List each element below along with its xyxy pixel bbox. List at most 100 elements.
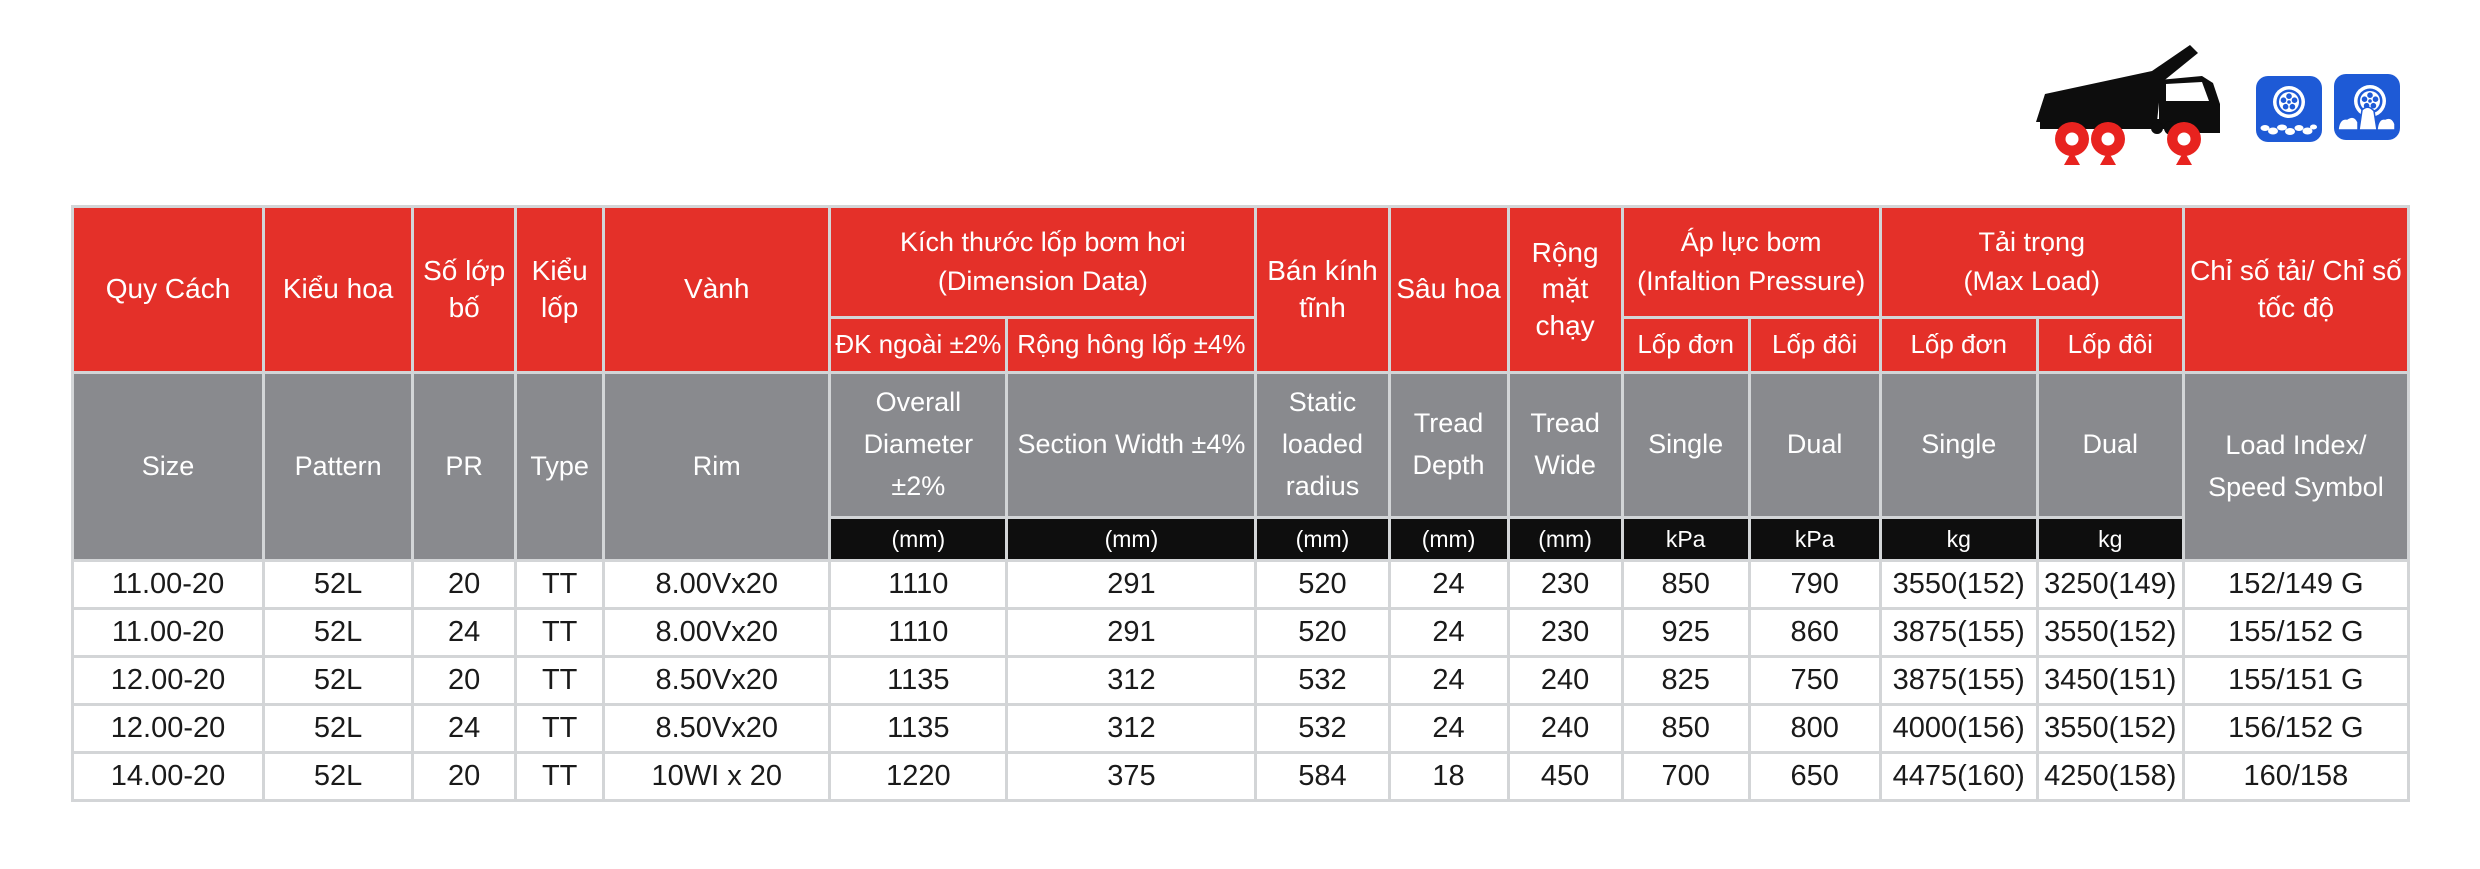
col-header-pr-en: PR — [414, 374, 515, 559]
table-row: 12.00-20 52L 24 TT 8.50Vx20 1135 312 532… — [74, 706, 2407, 751]
cell-pattern: 52L — [265, 706, 412, 751]
group-header-pressure: Áp lực bơm (Infaltion Pressure) — [1623, 208, 1879, 316]
cell-od: 1220 — [831, 754, 1006, 799]
header-row-en: Size Pattern PR Type Rim Overall Diamete… — [74, 374, 2407, 559]
col-header-section-width-vi: Rộng hông lốp ±4% — [1008, 319, 1255, 371]
cell-size: 14.00-20 — [74, 754, 263, 799]
col-header-pressure-dual-vi: Lốp đôi — [1750, 319, 1879, 371]
cell-pd: 800 — [1750, 706, 1879, 751]
col-header-rim-vi: Vành — [605, 208, 829, 371]
cell-od: 1135 — [831, 706, 1006, 751]
cell-sr: 584 — [1257, 754, 1388, 799]
cell-ps: 700 — [1623, 754, 1748, 799]
cell-sw: 312 — [1008, 658, 1255, 703]
unit-sr-mm: (mm) — [1257, 519, 1388, 559]
cell-li: 160/158 — [2184, 754, 2407, 799]
unit-sw-mm: (mm) — [1008, 519, 1255, 559]
cell-ls: 3875(155) — [1881, 658, 2036, 703]
cell-td: 24 — [1390, 706, 1507, 751]
col-header-type-en: Type — [517, 374, 603, 559]
cell-li: 155/152 G — [2184, 610, 2407, 655]
col-header-overall-diameter-en: Overall Diameter ±2% — [831, 374, 1006, 516]
cell-pr: 24 — [414, 706, 515, 751]
cell-rim: 8.00Vx20 — [605, 610, 829, 655]
col-header-pressure-dual-en: Dual — [1750, 374, 1879, 516]
cell-sr: 520 — [1257, 610, 1388, 655]
cell-td: 18 — [1390, 754, 1507, 799]
group-header-load-en: (Max Load) — [1963, 266, 2101, 296]
cell-type: TT — [517, 658, 603, 703]
cell-td: 24 — [1390, 562, 1507, 607]
table-row: 11.00-20 52L 24 TT 8.00Vx20 1110 291 520… — [74, 610, 2407, 655]
tire-spec-table: Quy Cách Kiểu hoa Số lớp bố Kiểu lốp Vàn… — [71, 205, 2410, 802]
group-header-dimension: Kích thước lốp bơm hơi (Dimension Data) — [831, 208, 1255, 316]
cell-ps: 925 — [1623, 610, 1748, 655]
col-header-pr-vi: Số lớp bố — [414, 208, 515, 371]
table-row: 14.00-20 52L 20 TT 10WI x 20 1220 375 58… — [74, 754, 2407, 799]
group-header-load-vi: Tải trọng — [1978, 226, 2086, 257]
cell-ls: 3875(155) — [1881, 610, 2036, 655]
cell-rim: 8.50Vx20 — [605, 706, 829, 751]
unit-ls-kg: kg — [1881, 519, 2036, 559]
dump-truck-icon — [2032, 38, 2228, 171]
cell-sr: 532 — [1257, 658, 1388, 703]
col-header-load-dual-vi: Lốp đôi — [2038, 319, 2182, 371]
col-header-static-radius-vi: Bán kính tĩnh — [1257, 208, 1388, 371]
cell-ls: 3550(152) — [1881, 562, 2036, 607]
cell-pr: 20 — [414, 562, 515, 607]
cell-pattern: 52L — [265, 754, 412, 799]
group-header-load: Tải trọng (Max Load) — [1881, 208, 2182, 316]
group-header-dimension-en: (Dimension Data) — [937, 266, 1148, 296]
cell-tw: 240 — [1509, 658, 1621, 703]
cell-sw: 291 — [1008, 562, 1255, 607]
cell-pd: 750 — [1750, 658, 1879, 703]
col-header-load-index-vi: Chỉ số tải/ Chỉ số tốc độ — [2184, 208, 2407, 371]
cell-tw: 450 — [1509, 754, 1621, 799]
unit-ps-kpa: kPa — [1623, 519, 1748, 559]
cell-pd: 650 — [1750, 754, 1879, 799]
cell-td: 24 — [1390, 610, 1507, 655]
col-header-load-single-en: Single — [1881, 374, 2036, 516]
cell-ps: 850 — [1623, 562, 1748, 607]
cell-tw: 240 — [1509, 706, 1621, 751]
col-header-tread-wide-vi: Rộng mặt chạy — [1509, 208, 1621, 371]
cell-ld: 3450(151) — [2038, 658, 2182, 703]
col-header-overall-diameter-vi: ĐK ngoài ±2% — [831, 319, 1006, 371]
cell-type: TT — [517, 562, 603, 607]
unit-ld-kg: kg — [2038, 519, 2182, 559]
col-header-pattern-vi: Kiểu hoa — [265, 208, 412, 371]
cell-ld: 3550(152) — [2038, 610, 2182, 655]
cell-pd: 860 — [1750, 610, 1879, 655]
cell-ld: 3550(152) — [2038, 706, 2182, 751]
col-header-load-single-vi: Lốp đơn — [1881, 319, 2036, 371]
cell-ps: 825 — [1623, 658, 1748, 703]
cell-pr: 20 — [414, 754, 515, 799]
col-header-type-vi: Kiểu lốp — [517, 208, 603, 371]
cell-size: 11.00-20 — [74, 610, 263, 655]
cell-size: 12.00-20 — [74, 706, 263, 751]
cell-ld: 4250(158) — [2038, 754, 2182, 799]
group-header-dimension-vi: Kích thước lốp bơm hơi — [899, 226, 1186, 257]
cell-pattern: 52L — [265, 610, 412, 655]
cell-size: 12.00-20 — [74, 658, 263, 703]
col-header-section-width-en: Section Width ±4% — [1008, 374, 1255, 516]
col-header-load-index-en: Load Index/ Speed Symbol — [2184, 374, 2407, 559]
cell-pd: 790 — [1750, 562, 1879, 607]
cell-li: 155/151 G — [2184, 658, 2407, 703]
cell-pr: 20 — [414, 658, 515, 703]
header-row-vi: Quy Cách Kiểu hoa Số lớp bố Kiểu lốp Vàn… — [74, 208, 2407, 371]
group-header-pressure-vi: Áp lực bơm — [1680, 226, 1822, 257]
cell-li: 156/152 G — [2184, 706, 2407, 751]
unit-td-mm: (mm) — [1390, 519, 1507, 559]
cell-rim: 8.00Vx20 — [605, 562, 829, 607]
cell-od: 1135 — [831, 658, 1006, 703]
tire-on-rocks-icon — [2334, 74, 2400, 145]
cell-rim: 8.50Vx20 — [605, 658, 829, 703]
cell-ps: 850 — [1623, 706, 1748, 751]
col-header-size-en: Size — [74, 374, 263, 559]
cell-sw: 375 — [1008, 754, 1255, 799]
cell-td: 24 — [1390, 658, 1507, 703]
table-row: 11.00-20 52L 20 TT 8.00Vx20 1110 291 520… — [74, 562, 2407, 607]
tire-on-gravel-icon — [2256, 76, 2322, 147]
col-header-pressure-single-vi: Lốp đơn — [1623, 319, 1748, 371]
